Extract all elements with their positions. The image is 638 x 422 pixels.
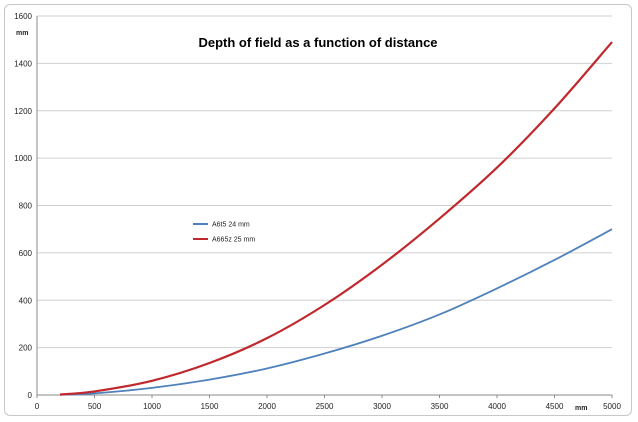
y-tick-label: 1000 bbox=[14, 154, 32, 163]
x-tick-label: 4000 bbox=[488, 402, 506, 411]
y-tick-label: 0 bbox=[28, 391, 33, 400]
x-tick-label: 3500 bbox=[431, 402, 449, 411]
x-axis-unit-label: mm bbox=[575, 405, 587, 412]
y-tick-label: 1200 bbox=[14, 107, 32, 116]
chart-title: Depth of field as a function of distance bbox=[198, 35, 437, 50]
y-tick-label: 1600 bbox=[14, 12, 32, 21]
y-tick-label: 400 bbox=[19, 296, 33, 305]
y-tick-label: 800 bbox=[19, 202, 33, 211]
series-line-2 bbox=[59, 41, 613, 396]
y-axis-unit-label: mm bbox=[16, 30, 28, 37]
x-tick-label: 1500 bbox=[201, 402, 219, 411]
x-tick-label: 2500 bbox=[316, 402, 334, 411]
x-tick-label: 500 bbox=[88, 402, 102, 411]
gridlines bbox=[37, 15, 612, 349]
y-tick-labels: 0 200 400 600 800 1000 1200 1400 1600 bbox=[14, 12, 32, 400]
x-tick-label: 5000 bbox=[603, 402, 621, 411]
legend-label-series-2: A665z 25 mm bbox=[212, 237, 255, 244]
x-tick-label: 0 bbox=[35, 402, 40, 411]
x-tick-label: 3000 bbox=[373, 402, 391, 411]
axes bbox=[36, 16, 613, 398]
x-tick-label: 4500 bbox=[546, 402, 564, 411]
series-line-1 bbox=[59, 228, 613, 396]
y-tick-label: 600 bbox=[19, 249, 33, 258]
x-tick-label: 1000 bbox=[143, 402, 161, 411]
y-tick-label: 200 bbox=[19, 344, 33, 353]
x-tick-label: 2000 bbox=[258, 402, 276, 411]
x-tick-labels: 0 500 1000 1500 2000 2500 3000 3500 4000 4500 5000 bbox=[35, 402, 622, 411]
legend: A6t5 24 mm A665z 25 mm bbox=[193, 222, 255, 244]
y-tick-label: 1400 bbox=[14, 59, 32, 68]
legend-label-series-1: A6t5 24 mm bbox=[212, 222, 250, 229]
series-lines bbox=[59, 41, 613, 396]
